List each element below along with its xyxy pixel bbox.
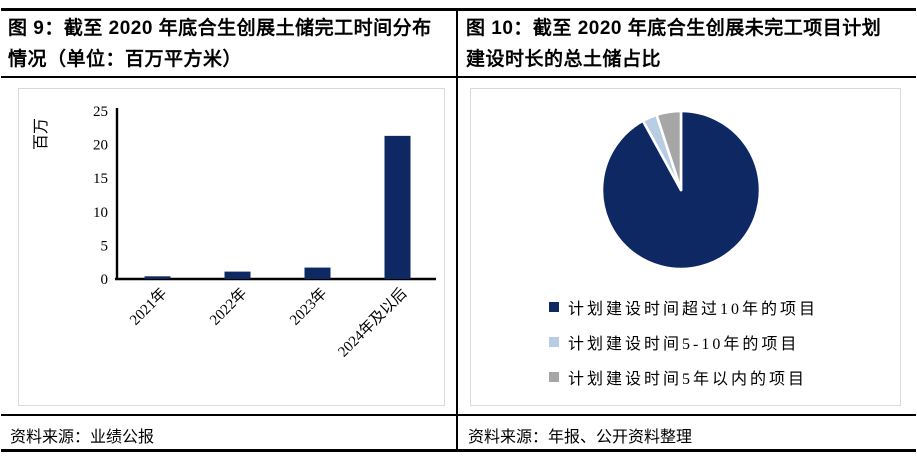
x-axis-category-label: 2022年	[206, 285, 250, 329]
legend-label: 计划建设时间5年以内的项目	[568, 371, 808, 388]
y-axis-tick-label: 20	[93, 138, 108, 154]
figure10-title-line2: 建设时长的总土储占比	[466, 49, 662, 70]
legend-swatch-icon	[549, 372, 559, 382]
legend-item: 计划建设时间超过10年的项目	[549, 295, 818, 319]
figure9-title-line1: 图 9：截至 2020 年底合生创展土储完工时间分布	[8, 18, 432, 39]
bottom-rule	[1, 449, 916, 452]
pie-legend: 计划建设时间超过10年的项目 计划建设时间5-10年的项目 计划建设时间5年以内的项…	[549, 295, 818, 389]
bar-2021年	[144, 276, 171, 279]
column-divider	[456, 8, 458, 452]
legend-label: 计划建设时间5-10年的项目	[568, 336, 800, 353]
figure9-title: 图 9：截至 2020 年底合生创展土储完工时间分布 情况（单位：百万平方米）	[8, 13, 452, 75]
bar-2022年	[224, 271, 251, 279]
y-axis-tick-label: 5	[101, 238, 109, 254]
y-axis-tick-label: 10	[93, 205, 108, 221]
pie-slice-2	[655, 109, 683, 192]
legend-item: 计划建设时间5年以内的项目	[549, 365, 818, 389]
legend-swatch-icon	[549, 302, 559, 312]
y-axis-tick-label: 15	[93, 171, 108, 187]
bar-chart-panel: 0 5 10 15 20 25 百万 2021年 2022年 2023年 2024年及以后	[18, 88, 445, 406]
pie-chart	[600, 109, 762, 271]
title-bottom-rule	[1, 76, 916, 78]
pie-chart-panel: 计划建设时间超过10年的项目 计划建设时间5-10年的项目 计划建设时间5年以内的项…	[470, 88, 901, 406]
figure10-source: 资料来源：年报、公开资料整理	[468, 429, 693, 446]
figure10-title: 图 10：截至 2020 年底合生创展未完工项目计划 建设时长的总土储占比	[466, 13, 912, 75]
y-axis-tick-label: 0	[101, 272, 109, 288]
figure9-title-line2: 情况（单位：百万平方米）	[8, 49, 243, 70]
source-top-rule	[1, 414, 916, 416]
legend-swatch-icon	[549, 337, 559, 347]
x-axis-category-label: 2024年及以后	[335, 285, 411, 361]
bar-2023年	[304, 267, 331, 279]
figure9-source: 资料来源：业绩公报	[10, 429, 155, 446]
x-axis-category-label: 2023年	[286, 285, 330, 329]
y-axis-tick-label: 25	[93, 104, 108, 120]
bar-2024年及以后	[384, 135, 411, 279]
x-axis-category-label: 2021年	[126, 285, 170, 329]
bar-chart: 0 5 10 15 20 25 百万 2021年 2022年 2023年 2024年及以后	[33, 104, 436, 361]
figure10-title-line1: 图 10：截至 2020 年底合生创展未完工项目计划	[466, 18, 882, 39]
top-rule	[1, 8, 916, 11]
legend-item: 计划建设时间5-10年的项目	[549, 330, 818, 354]
legend-label: 计划建设时间超过10年的项目	[568, 301, 819, 318]
y-axis-title: 百万	[33, 118, 50, 150]
